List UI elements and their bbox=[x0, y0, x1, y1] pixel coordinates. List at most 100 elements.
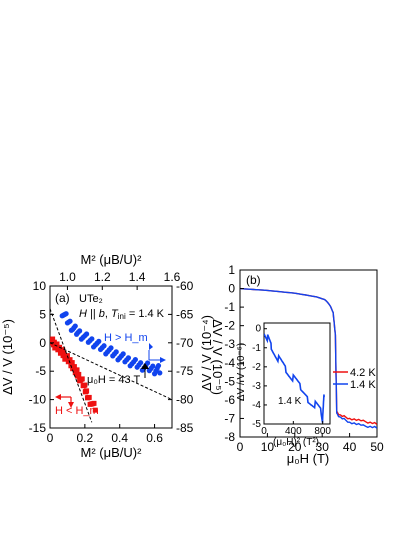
red-data-point bbox=[67, 357, 73, 363]
red-data-point bbox=[92, 407, 98, 413]
red-data-point bbox=[69, 360, 75, 366]
red-data-point bbox=[60, 347, 66, 353]
panel-a-fit-lines bbox=[50, 308, 172, 423]
measurement-conditions: H || b, Tini = 1.4 K bbox=[79, 308, 165, 321]
blue-data-point bbox=[77, 328, 83, 334]
inset-x-tick-label: 400 bbox=[285, 426, 302, 437]
annotation-h-above-hm: H > H_m bbox=[104, 332, 148, 344]
left-tick-label: -15 bbox=[29, 421, 47, 435]
blue-data-point bbox=[138, 360, 144, 366]
y-tick-label: -7 bbox=[224, 411, 235, 425]
series-line-1-4-K bbox=[240, 287, 377, 429]
blue-data-point bbox=[63, 311, 69, 317]
arrow-red-down-head bbox=[68, 402, 74, 408]
arrow-blue-right-head bbox=[160, 357, 166, 363]
panel-a-frame bbox=[49, 285, 173, 429]
legend-label-4-2k: 4.2 K bbox=[350, 367, 376, 379]
x-tick-label: 50 bbox=[370, 440, 384, 454]
inset-y-tick-label: -5 bbox=[252, 419, 261, 430]
blue-data-point bbox=[157, 370, 163, 376]
x-tick-label: 0 bbox=[237, 440, 244, 454]
blue-data-point bbox=[120, 351, 126, 357]
red-data-point bbox=[76, 371, 82, 377]
annotation-h-below-hm: H < H_m bbox=[55, 405, 99, 417]
panel-a: 0 0.2 0.4 0.6 1.0 1.2 1.4 1.6 5 0 -5 -10 -15 10 -60 -65… bbox=[0, 252, 225, 460]
blue-data-point bbox=[67, 318, 73, 324]
inset: 0 400 800 0 -1 -2 -3 -4 -5 1.4 K (μ₀H)² (T²) ΔV … bbox=[236, 322, 331, 448]
top-tick-label: 1.2 bbox=[94, 270, 111, 284]
blue-data-point bbox=[145, 360, 151, 366]
inset-label: 1.4 K bbox=[278, 396, 302, 407]
panel-b-label: (b) bbox=[246, 273, 261, 287]
red-data-point bbox=[74, 367, 80, 373]
blue-data-point bbox=[96, 338, 102, 344]
inset-ticks: 0 400 800 0 -1 -2 -3 -4 -5 bbox=[252, 324, 331, 437]
inset-data bbox=[264, 333, 325, 423]
panel-a-label: (a) bbox=[55, 291, 70, 305]
right-tick-label: -60 bbox=[176, 279, 194, 293]
arrow-blue-up-head bbox=[149, 343, 153, 350]
left-tick-label: 5 bbox=[39, 307, 46, 321]
fit-line bbox=[50, 342, 172, 401]
y-tick-label: -5 bbox=[224, 374, 235, 388]
y-tick-label: -1 bbox=[224, 300, 235, 314]
top-tick-label: 1.0 bbox=[59, 270, 76, 284]
legend-label-1-4k: 1.4 K bbox=[350, 379, 376, 391]
inset-y-tick-label: -4 bbox=[252, 400, 261, 411]
bottom-tick-label: 0 bbox=[47, 431, 54, 445]
panel-b-xlabel: μ₀H (T) bbox=[287, 451, 330, 466]
left-tick-label: 10 bbox=[33, 279, 47, 293]
inset-y-tick-label: -3 bbox=[252, 381, 261, 392]
red-data-point bbox=[82, 382, 88, 388]
x-tick-label: 30 bbox=[316, 440, 330, 454]
red-data-point bbox=[50, 336, 56, 342]
bottom-tick-label: 0.2 bbox=[77, 431, 94, 445]
bottom-tick-label: 0.4 bbox=[111, 431, 128, 445]
red-data-point bbox=[91, 400, 97, 406]
inset-series-line bbox=[264, 333, 325, 423]
blue-data-point bbox=[113, 349, 119, 355]
blue-data-point bbox=[101, 343, 107, 349]
red-data-point bbox=[71, 364, 77, 370]
panel-a-top-xlabel: M² (μB/U)² bbox=[81, 252, 143, 267]
blue-data-point bbox=[108, 345, 114, 351]
red-data-point bbox=[61, 350, 67, 356]
blue-data-point bbox=[132, 356, 138, 363]
right-tick-label: -80 bbox=[176, 393, 194, 407]
bottom-tick-label: 0.6 bbox=[146, 431, 163, 445]
panel-a-right-ylabel: ΔV / V (10⁻⁵) bbox=[210, 319, 225, 395]
panel-b-ylabel: ΔV / V (10⁻⁴) bbox=[199, 315, 214, 391]
top-tick-label: 1.6 bbox=[164, 270, 181, 284]
y-tick-label: 1 bbox=[228, 263, 235, 277]
red-data-point bbox=[79, 376, 85, 382]
red-data-point bbox=[86, 394, 92, 400]
y-tick-label: -4 bbox=[224, 356, 235, 370]
panel-a-ticks: 0 0.2 0.4 0.6 1.0 1.2 1.4 1.6 5 0 -5 -10 -15 10 -60 -65… bbox=[29, 270, 194, 445]
annotation-field-43t: μ₀H = 43 T bbox=[87, 374, 140, 386]
panel-b-frame bbox=[239, 269, 378, 438]
inset-x-tick-label: 0 bbox=[261, 426, 267, 437]
red-data-point bbox=[54, 341, 60, 347]
y-tick-label: -8 bbox=[224, 430, 235, 444]
inset-x-tick-label: 800 bbox=[314, 426, 331, 437]
blue-data-point bbox=[150, 363, 156, 369]
blue-data-point bbox=[155, 363, 162, 369]
inset-xlabel: (μ₀H)² (T²) bbox=[273, 437, 319, 448]
panel-b-data bbox=[240, 287, 377, 429]
blue-data-point bbox=[125, 355, 132, 361]
right-tick-label: -85 bbox=[176, 421, 194, 435]
y-tick-label: -3 bbox=[224, 337, 235, 351]
inset-ylabel: ΔV / V (10⁻⁵) bbox=[236, 343, 247, 401]
y-tick-label: -6 bbox=[224, 393, 235, 407]
sample-name: UTe₂ bbox=[79, 293, 103, 305]
inset-y-tick-label: 0 bbox=[255, 324, 261, 335]
left-tick-label: 0 bbox=[39, 336, 46, 350]
panel-a-left-ylabel: ΔV / V (10⁻⁵) bbox=[0, 319, 15, 395]
x-tick-label: 40 bbox=[343, 440, 357, 454]
panel-a-data bbox=[50, 311, 163, 413]
y-tick-label: -2 bbox=[224, 319, 235, 333]
red-data-point bbox=[84, 388, 90, 394]
right-tick-label: -70 bbox=[176, 336, 194, 350]
